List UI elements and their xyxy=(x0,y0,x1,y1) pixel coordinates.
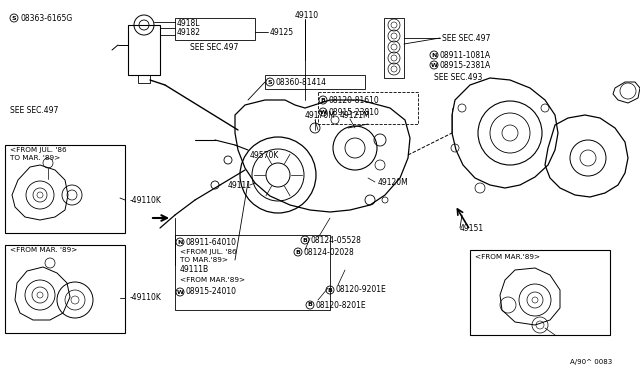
Bar xyxy=(384,18,404,78)
Bar xyxy=(5,145,125,233)
Text: SEE SEC.493: SEE SEC.493 xyxy=(434,73,483,81)
Text: 49110: 49110 xyxy=(295,10,319,19)
Text: W: W xyxy=(319,109,326,115)
Bar xyxy=(318,92,418,124)
Text: <FROM MAR.'89>: <FROM MAR.'89> xyxy=(180,277,245,283)
Text: S: S xyxy=(268,80,272,84)
Text: 08911-1081A: 08911-1081A xyxy=(440,51,491,60)
Bar xyxy=(138,75,150,83)
Bar xyxy=(5,245,125,333)
Text: 08915-24010: 08915-24010 xyxy=(186,288,237,296)
Text: 49182: 49182 xyxy=(177,28,201,36)
Text: <FROM MAR.'89>: <FROM MAR.'89> xyxy=(475,254,540,260)
Text: -49110K: -49110K xyxy=(130,196,162,205)
Text: B: B xyxy=(296,250,300,254)
Text: TO MAR.'89>: TO MAR.'89> xyxy=(180,257,228,263)
Text: 08911-64010: 08911-64010 xyxy=(186,237,237,247)
Text: 49151: 49151 xyxy=(460,224,484,232)
Text: 08915-23810: 08915-23810 xyxy=(329,108,380,116)
Text: W: W xyxy=(177,289,184,295)
Bar xyxy=(175,235,330,310)
Text: 49120M: 49120M xyxy=(378,177,409,186)
Text: 49125: 49125 xyxy=(270,28,294,36)
Bar xyxy=(470,250,610,335)
Text: B: B xyxy=(303,237,307,243)
Text: 08120-8201E: 08120-8201E xyxy=(316,301,367,310)
Text: N: N xyxy=(431,52,436,58)
Text: 08363-6165G: 08363-6165G xyxy=(20,13,72,22)
Text: 4918L: 4918L xyxy=(177,19,200,28)
Text: A/90^ 0083: A/90^ 0083 xyxy=(570,359,612,365)
Text: 08915-2381A: 08915-2381A xyxy=(440,61,492,70)
Bar xyxy=(265,75,365,89)
Text: 49111: 49111 xyxy=(228,180,252,189)
Text: <FROM JUL. '86: <FROM JUL. '86 xyxy=(10,147,67,153)
Text: N: N xyxy=(177,240,182,244)
Text: SEE SEC.497: SEE SEC.497 xyxy=(442,33,490,42)
Text: 49121M: 49121M xyxy=(340,110,371,119)
Text: 08124-05528: 08124-05528 xyxy=(311,235,362,244)
Text: 08120-9201E: 08120-9201E xyxy=(336,285,387,295)
Text: -49110K: -49110K xyxy=(130,294,162,302)
Bar xyxy=(128,25,160,75)
Text: <FROM JUL. '86: <FROM JUL. '86 xyxy=(180,249,237,255)
Text: W: W xyxy=(431,62,437,67)
Text: 08360-81414: 08360-81414 xyxy=(276,77,327,87)
Text: 08120-81610: 08120-81610 xyxy=(329,96,380,105)
Text: B: B xyxy=(308,302,312,308)
Text: 49170M: 49170M xyxy=(305,110,336,119)
Text: S: S xyxy=(12,16,16,20)
Text: SEE SEC.497: SEE SEC.497 xyxy=(190,42,238,51)
Text: TO MAR. '89>: TO MAR. '89> xyxy=(10,155,60,161)
Text: 08124-02028: 08124-02028 xyxy=(304,247,355,257)
Text: <FROM MAR. '89>: <FROM MAR. '89> xyxy=(10,247,77,253)
Text: B: B xyxy=(328,288,332,292)
Text: B: B xyxy=(321,97,325,103)
Text: SEE SEC.497: SEE SEC.497 xyxy=(10,106,58,115)
Text: 49570K: 49570K xyxy=(250,151,280,160)
Bar xyxy=(175,18,255,40)
Text: 49111B: 49111B xyxy=(180,266,209,275)
